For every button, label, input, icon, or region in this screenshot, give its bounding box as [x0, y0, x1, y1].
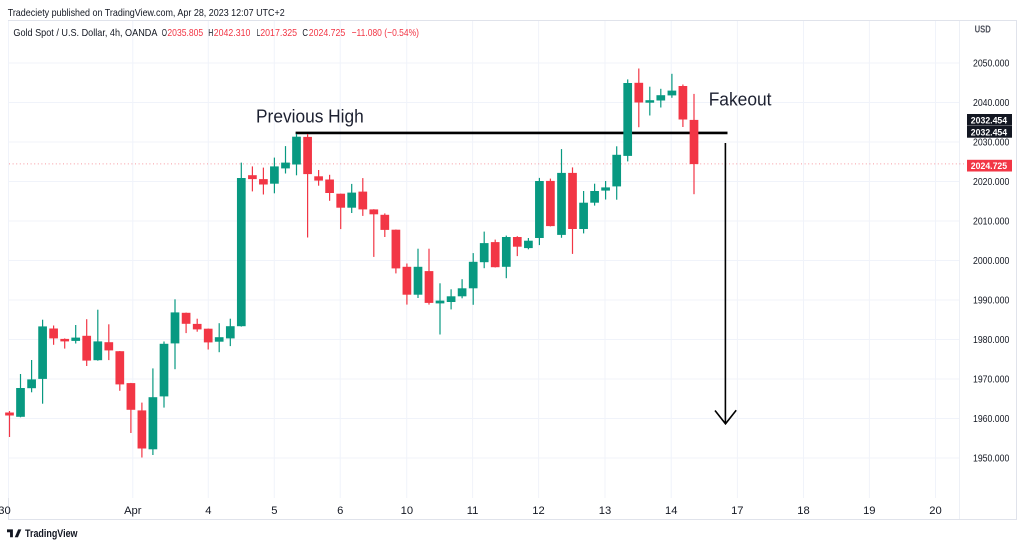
svg-text:2010.000: 2010.000	[973, 217, 1010, 228]
svg-text:2050.000: 2050.000	[973, 59, 1010, 70]
svg-text:2024.725: 2024.725	[971, 161, 1008, 172]
svg-text:17: 17	[731, 505, 743, 517]
svg-text:2042.310: 2042.310	[214, 27, 251, 39]
svg-text:O: O	[162, 27, 167, 39]
svg-text:1980.000: 1980.000	[973, 335, 1010, 346]
svg-text:TradingView: TradingView	[25, 528, 78, 540]
svg-text:4: 4	[205, 505, 211, 517]
svg-text:6: 6	[337, 505, 343, 517]
svg-text:2040.000: 2040.000	[973, 98, 1010, 109]
svg-text:Tradeciety published on Tradin: Tradeciety published on TradingView.com,…	[8, 7, 285, 19]
svg-text:5: 5	[271, 505, 277, 517]
svg-text:2017.325: 2017.325	[260, 27, 297, 39]
svg-text:2032.454: 2032.454	[971, 115, 1008, 126]
svg-text:−11.080 (−0.54%): −11.080 (−0.54%)	[352, 27, 419, 39]
svg-text:H: H	[208, 27, 213, 39]
svg-text:18: 18	[797, 505, 809, 517]
svg-text:20: 20	[929, 505, 941, 517]
svg-text:Previous High: Previous High	[256, 107, 364, 127]
svg-text:USD: USD	[975, 25, 991, 36]
svg-text:2032.454: 2032.454	[971, 127, 1008, 138]
svg-text:C: C	[302, 27, 308, 39]
svg-text:Apr: Apr	[124, 505, 142, 517]
svg-text:Gold Spot / U.S. Dollar, 4h, O: Gold Spot / U.S. Dollar, 4h, OANDA	[13, 27, 157, 39]
svg-text:2000.000: 2000.000	[973, 256, 1010, 267]
svg-text:1990.000: 1990.000	[973, 296, 1010, 307]
svg-text:14: 14	[665, 505, 677, 517]
svg-text:1960.000: 1960.000	[973, 414, 1010, 425]
svg-text:2024.725: 2024.725	[309, 27, 346, 39]
svg-text:1970.000: 1970.000	[973, 375, 1010, 386]
svg-text:2030.000: 2030.000	[973, 138, 1010, 149]
svg-text:12: 12	[532, 505, 544, 517]
svg-text:11: 11	[467, 505, 479, 517]
svg-text:1950.000: 1950.000	[973, 454, 1010, 465]
svg-text:13: 13	[599, 505, 611, 517]
svg-text:2020.000: 2020.000	[973, 177, 1010, 188]
svg-text:19: 19	[863, 505, 875, 517]
svg-text:2035.805: 2035.805	[167, 27, 203, 39]
svg-text:L: L	[257, 27, 260, 39]
svg-text:10: 10	[401, 505, 413, 517]
svg-text:Fakeout: Fakeout	[709, 90, 772, 110]
svg-text:30: 30	[0, 505, 11, 517]
